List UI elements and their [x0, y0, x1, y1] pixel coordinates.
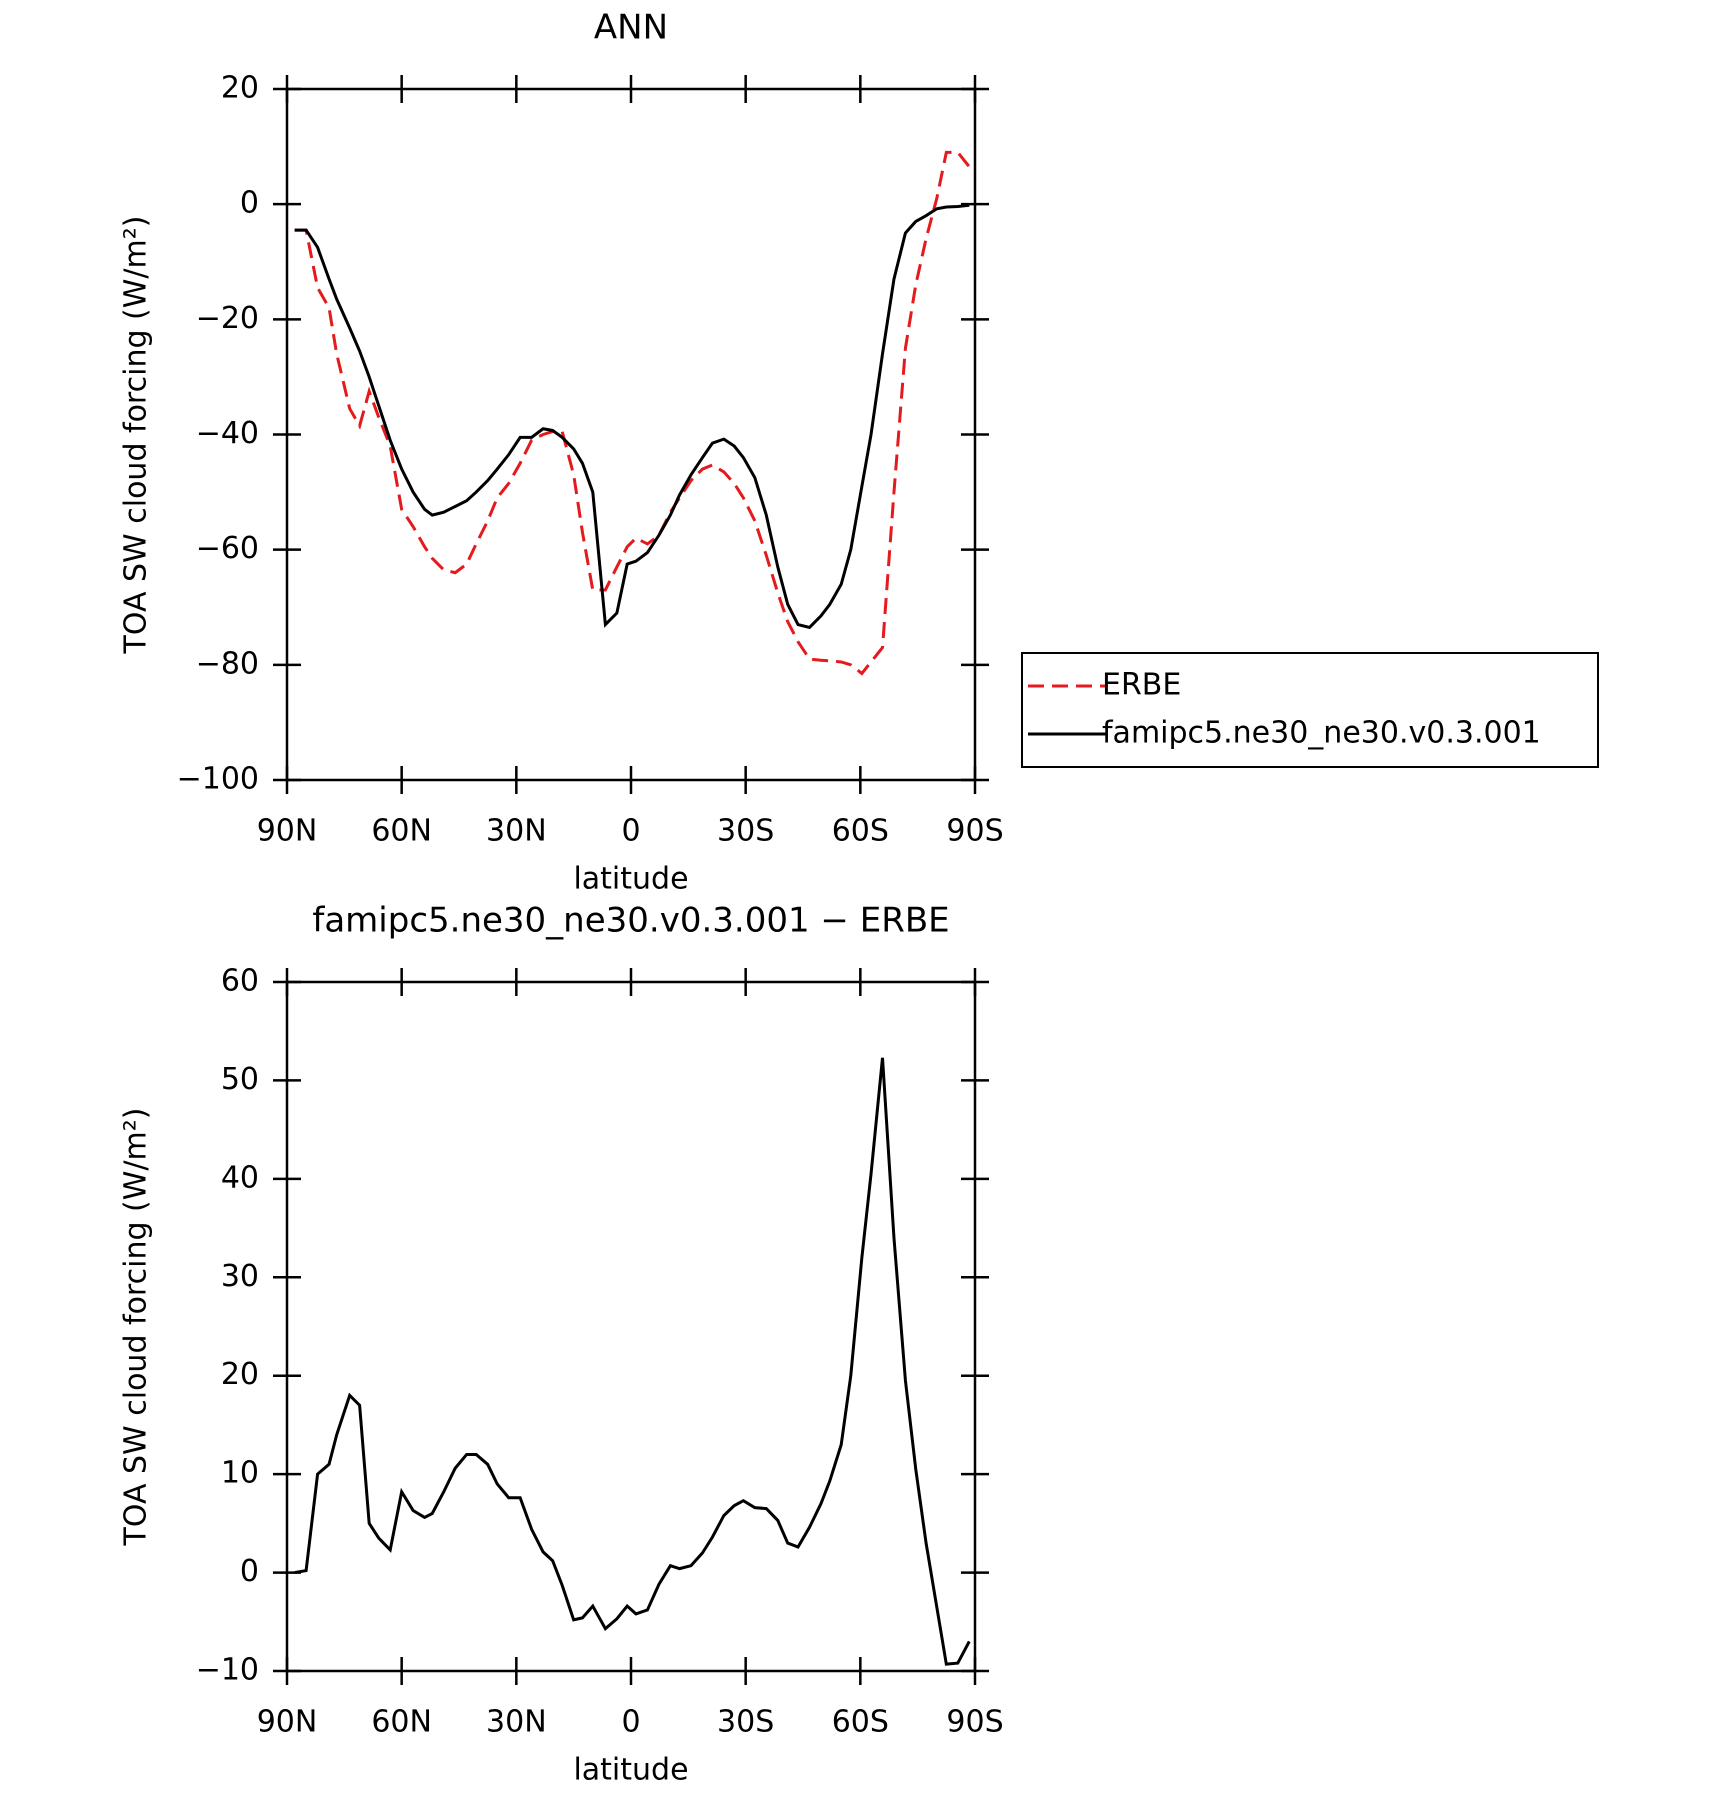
data-line	[294, 150, 971, 676]
x-axis-label: latitude	[573, 862, 688, 897]
y-tick-label: 50	[221, 1062, 259, 1097]
x-axis-label: latitude	[573, 1753, 688, 1788]
x-tick-label: 0	[621, 1705, 640, 1740]
y-tick-label: −80	[196, 646, 259, 681]
y-axis-label: TOA SW cloud forcing (W/m²)	[119, 216, 154, 655]
legend-box	[1021, 652, 1599, 768]
x-tick-label: 0	[621, 814, 640, 849]
y-tick-label: 40	[221, 1160, 259, 1195]
y-tick-label: 0	[240, 186, 259, 221]
x-tick-label: 30N	[486, 1705, 547, 1740]
plot-frame	[285, 980, 977, 1673]
y-tick-label: 60	[221, 964, 259, 999]
y-tick-label: −40	[196, 416, 259, 451]
y-tick-label: −10	[196, 1653, 259, 1688]
y-axis-label: TOA SW cloud forcing (W/m²)	[119, 1108, 154, 1547]
y-tick-label: 20	[221, 71, 259, 106]
x-tick-label: 90S	[946, 814, 1003, 849]
y-tick-label: 30	[221, 1259, 259, 1294]
legend-label: ERBE	[1102, 668, 1181, 703]
y-tick-label: −20	[196, 301, 259, 336]
y-tick-label: 10	[221, 1456, 259, 1491]
x-tick-label: 90N	[257, 1705, 318, 1740]
x-tick-label: 60N	[371, 1705, 432, 1740]
x-tick-label: 60N	[371, 814, 432, 849]
data-line	[294, 203, 970, 630]
x-tick-label: 30S	[717, 1705, 774, 1740]
x-tick-label: 30S	[717, 814, 774, 849]
y-tick-label: −100	[177, 762, 259, 797]
x-tick-label: 30N	[486, 814, 547, 849]
chart-title: ANN	[594, 8, 668, 48]
x-tick-label: 60S	[832, 1705, 889, 1740]
x-tick-label: 90N	[257, 814, 318, 849]
data-line	[294, 1057, 971, 1666]
x-tick-label: 60S	[832, 814, 889, 849]
legend-label: famipc5.ne30_ne30.v0.3.001	[1102, 716, 1541, 751]
chart-title: famipc5.ne30_ne30.v0.3.001 − ERBE	[312, 901, 949, 941]
x-tick-label: 90S	[946, 1705, 1003, 1740]
y-tick-label: −60	[196, 531, 259, 566]
y-tick-label: 20	[221, 1357, 259, 1392]
y-tick-label: 0	[240, 1554, 259, 1589]
